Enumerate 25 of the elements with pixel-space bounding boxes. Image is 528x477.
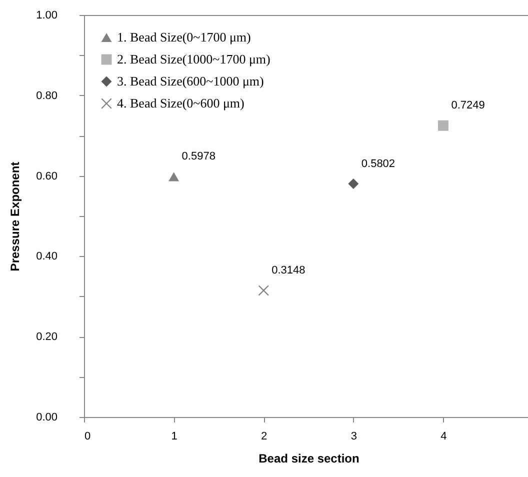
y-tick-label: 0.40: [36, 250, 58, 263]
point: [348, 178, 359, 190]
y-tick-label: 0.00: [36, 412, 58, 424]
point: [168, 172, 180, 182]
legend-label: 2. Bead Size(1000~1700 μm): [117, 52, 270, 66]
y-tick-label: 1.00: [36, 10, 58, 22]
y-axis-title: Pressure Exponent: [8, 162, 22, 272]
x-tick-label: 3: [350, 430, 357, 442]
y-tick-label: 0.60: [36, 170, 58, 182]
data-label: 0.5978: [182, 150, 216, 163]
y-tick-label: 0.20: [36, 331, 58, 344]
x-axis-title: Bead size section: [258, 452, 360, 466]
data-label: 0.7249: [451, 100, 485, 112]
x-tick-label: 0: [84, 430, 91, 442]
point: [258, 285, 269, 296]
x-tick-label: 1: [171, 430, 178, 442]
data-label: 0.3148: [272, 264, 306, 276]
legend-label: 4. Bead Size(0~600 μm): [117, 96, 244, 110]
data-label: 0.5802: [361, 158, 396, 170]
legend-label: 1. Bead Size(0~1700 μm): [117, 30, 251, 44]
x-tick-label: 4: [440, 430, 447, 442]
point: [438, 120, 448, 131]
x-tick-label: 2: [261, 430, 268, 442]
legend-label: 3. Bead Size(600~1000 μm): [117, 74, 264, 88]
y-tick-label: 0.80: [36, 90, 58, 102]
